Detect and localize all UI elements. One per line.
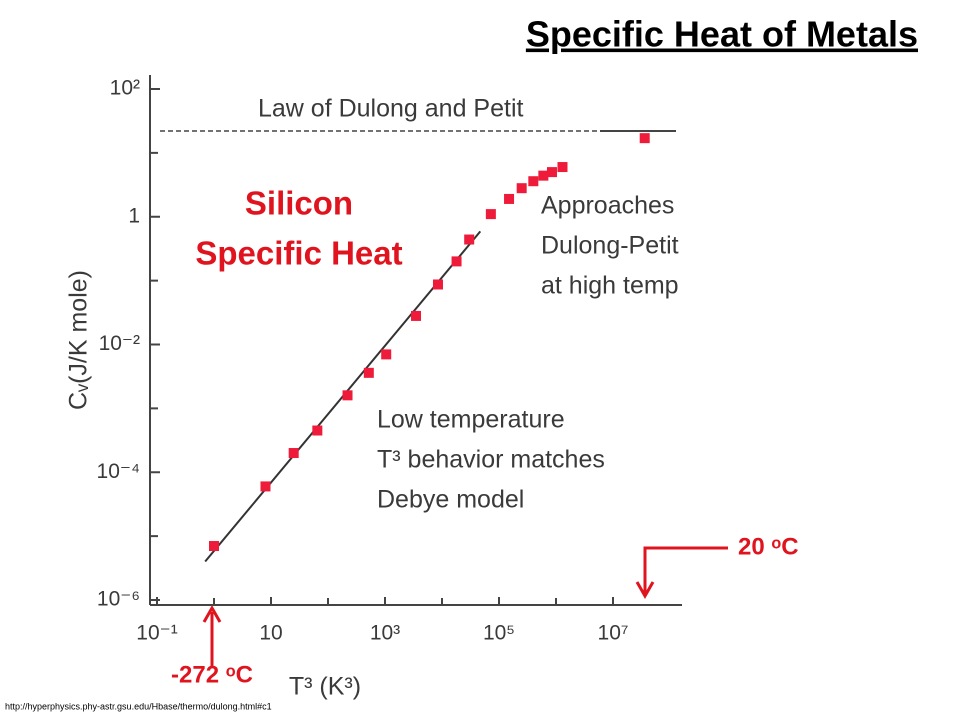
y-axis-label: Cᵥ(J/K mole) [65,270,93,410]
low-arrow [202,604,222,668]
low-temp-note: Low temperature [377,406,565,434]
chart-title: Specific Heat of Metals [526,14,918,55]
high-temp-note: at high temp [541,272,679,300]
x-axis-label: T³ (K³) [289,673,361,701]
point [464,234,475,245]
high-temp-note: Approaches [541,192,674,220]
point [516,183,527,194]
y-tick-label: 10⁻⁴ [97,460,140,483]
low-temp-note: T³ behavior matches [377,446,605,474]
y-tick-label: 10⁻² [99,332,140,355]
point [538,170,549,181]
x-tick-label: 10³ [370,622,400,645]
high-temp-note: Dulong-Petit [541,232,679,260]
point [504,193,515,204]
point [381,349,392,360]
point [342,390,353,401]
high-marker-label: 20 ᵒC [738,533,799,560]
point [432,279,443,290]
point [288,448,299,459]
point [528,176,539,187]
point [639,133,650,144]
point [363,367,374,378]
point [485,209,496,220]
y-tick-label: 10⁻⁶ [97,588,140,611]
x-tick-label: 10 [259,622,282,645]
low-marker-label: -272 ᵒC [171,661,253,688]
material-label: Specific Heat [195,235,402,272]
x-tick-label: 10⁵ [483,622,515,645]
y-tick-label: 1 [128,204,140,227]
material-label: Silicon [245,185,353,222]
source: http://hyperphysics.phy-astr.gsu.edu/Hba… [5,701,272,711]
point [312,425,323,436]
dulong-petit-label: Law of Dulong and Petit [258,95,524,123]
point [546,167,557,178]
low-temp-note: Debye model [377,486,524,514]
x-tick-label: 10⁻¹ [136,622,177,645]
point [557,162,568,173]
point [411,310,422,321]
point [451,256,462,267]
point [209,541,219,552]
point [260,481,271,492]
y-tick-label: 10² [110,77,140,100]
x-tick-label: 10⁷ [598,622,629,645]
high-arrow [635,546,728,600]
